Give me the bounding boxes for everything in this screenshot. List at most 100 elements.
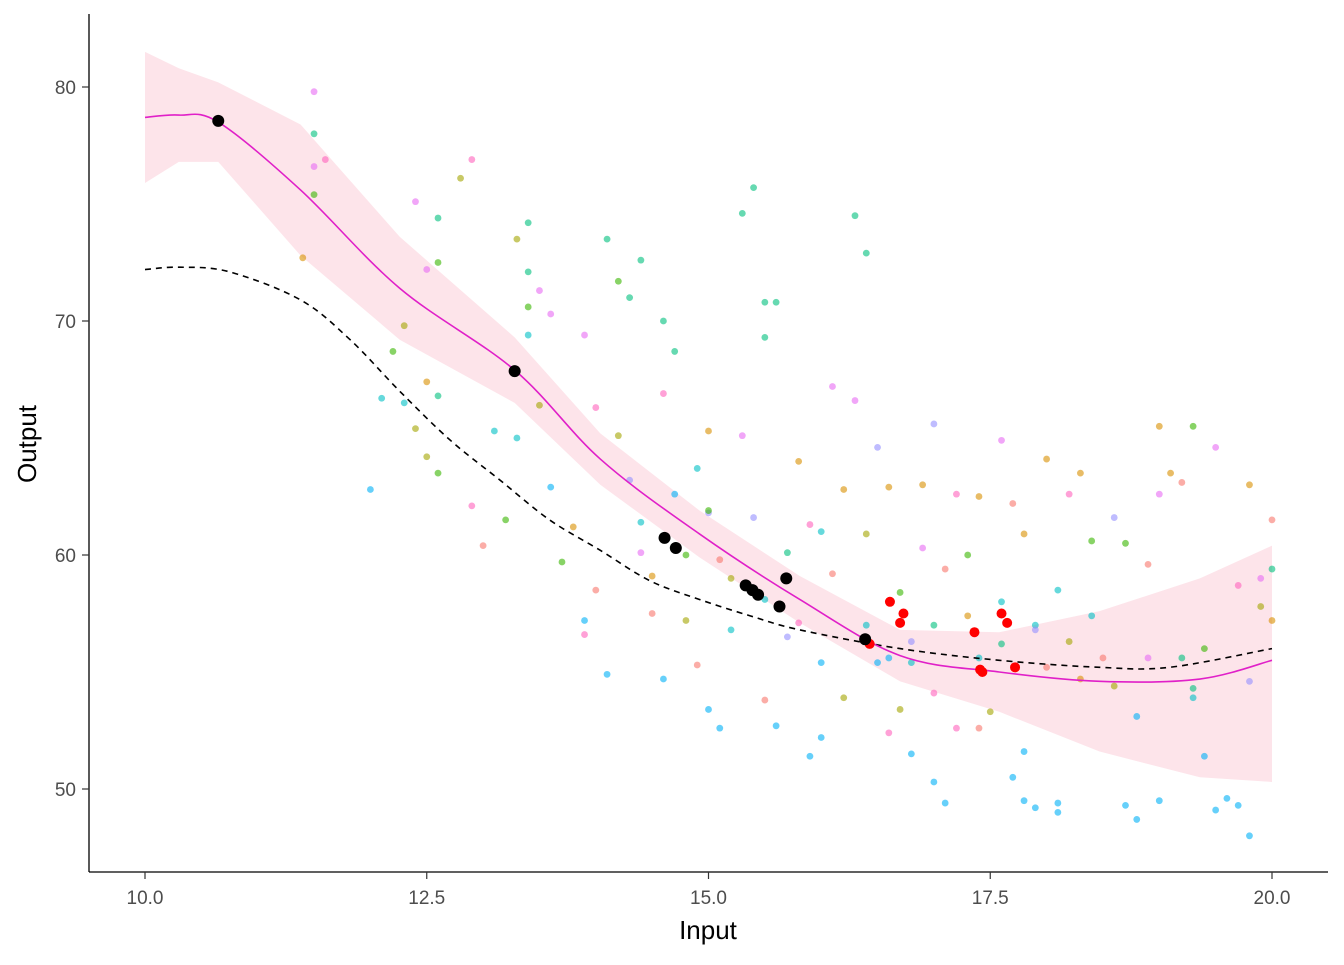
scatter-point (896, 589, 904, 596)
scatter-point (310, 88, 318, 96)
scatter-point (412, 198, 419, 206)
scatter-point (930, 420, 938, 428)
highlight-point-red (898, 608, 909, 619)
scatter-point (953, 490, 960, 498)
scatter-point (885, 729, 893, 737)
scatter-point (1020, 530, 1028, 538)
scatter-point (1088, 612, 1096, 620)
scatter-point (310, 163, 318, 170)
scatter-point (1110, 514, 1118, 521)
scatter-point (1054, 809, 1062, 816)
scatter-point (817, 659, 825, 667)
scatter-point (1043, 663, 1050, 671)
scatter-point (581, 617, 588, 624)
scatter-point (558, 558, 566, 566)
highlight-point-red (977, 667, 988, 677)
scatter-points (299, 88, 1276, 840)
scatter-point (896, 706, 904, 713)
scatter-point (682, 617, 690, 624)
scatter-point (829, 570, 836, 578)
scatter-point (1077, 469, 1084, 477)
scatter-point (930, 621, 938, 629)
confidence-band (145, 51, 1272, 782)
scatter-point (907, 638, 915, 645)
scatter-point (1133, 713, 1141, 720)
scatter-point (862, 249, 870, 257)
scatter-point (953, 724, 960, 732)
scatter-point (502, 516, 510, 524)
scatter-point (975, 493, 983, 500)
scatter-point (1122, 539, 1129, 547)
scatter-point (536, 401, 543, 409)
scatter-point (761, 298, 769, 306)
scatter-point (1031, 804, 1039, 812)
scatter-point (1212, 443, 1220, 451)
scatter-point (400, 322, 408, 330)
scatter-point (998, 436, 1005, 444)
scatter-point (1200, 645, 1208, 652)
scatter-point (603, 235, 611, 243)
scatter-point (998, 598, 1005, 606)
highlight-point-black (752, 588, 765, 601)
scatter-point (536, 287, 543, 294)
scatter-point (1144, 560, 1152, 568)
scatter-point (1246, 481, 1253, 489)
scatter-point (1234, 582, 1242, 589)
scatter-point (1167, 469, 1174, 477)
scatter-point (727, 626, 735, 634)
scatter-point (1077, 675, 1084, 683)
scatter-point (1031, 621, 1039, 629)
scatter-point (772, 298, 780, 306)
scatter-point (1223, 794, 1231, 802)
scatter-point (862, 621, 870, 629)
scatter-point (1246, 832, 1253, 840)
scatter-point (1155, 490, 1163, 498)
scatter-point (1268, 565, 1276, 573)
scatter-point (930, 778, 938, 786)
scatter-point (851, 212, 859, 220)
scatter-point (964, 612, 972, 620)
scatter-point (1020, 748, 1028, 755)
highlight-point-red (884, 596, 895, 607)
scatter-point (592, 404, 600, 411)
scatter-point (1189, 422, 1197, 430)
scatter-point (975, 724, 983, 732)
scatter-point (885, 483, 893, 491)
scatter-point (423, 378, 431, 386)
scatter-point (468, 156, 476, 163)
scatter-point (1020, 797, 1028, 805)
scatter-point (783, 633, 791, 641)
scatter-point (1043, 455, 1050, 463)
scatter-point (1212, 806, 1220, 814)
x-axis-ticks: 10.0 12.5 15.0 17.5 20.0 (127, 872, 1290, 909)
highlight-point-black (859, 633, 872, 646)
y-axis-label: Output (12, 404, 42, 483)
scatter-point (964, 551, 972, 559)
scatter-point (457, 174, 464, 182)
scatter-point (907, 750, 915, 758)
highlight-point-black (658, 531, 671, 544)
scatter-point (637, 256, 645, 264)
scatter-point (761, 333, 769, 341)
scatter-point (1178, 654, 1186, 662)
highlight-point-red (1002, 617, 1013, 628)
scatter-point (648, 610, 656, 617)
scatter-point (660, 317, 667, 325)
scatter-point (1257, 575, 1265, 582)
scatter-point (490, 427, 498, 435)
scatter-point (930, 689, 938, 697)
scatter-point (592, 586, 600, 594)
scatter-point (569, 523, 577, 531)
scatter-point (1189, 684, 1197, 692)
highlight-point-black (780, 572, 793, 585)
scatter-point (907, 659, 915, 667)
scatter-point (795, 458, 803, 465)
scatter-point (851, 397, 859, 404)
scatter-point (941, 565, 949, 573)
scatter-point (367, 486, 374, 493)
scatter-point (1189, 694, 1197, 702)
y-tick-label: 80 (55, 78, 76, 99)
scatter-point (750, 184, 757, 192)
scatter-point (581, 631, 588, 638)
scatter-point (614, 432, 622, 440)
